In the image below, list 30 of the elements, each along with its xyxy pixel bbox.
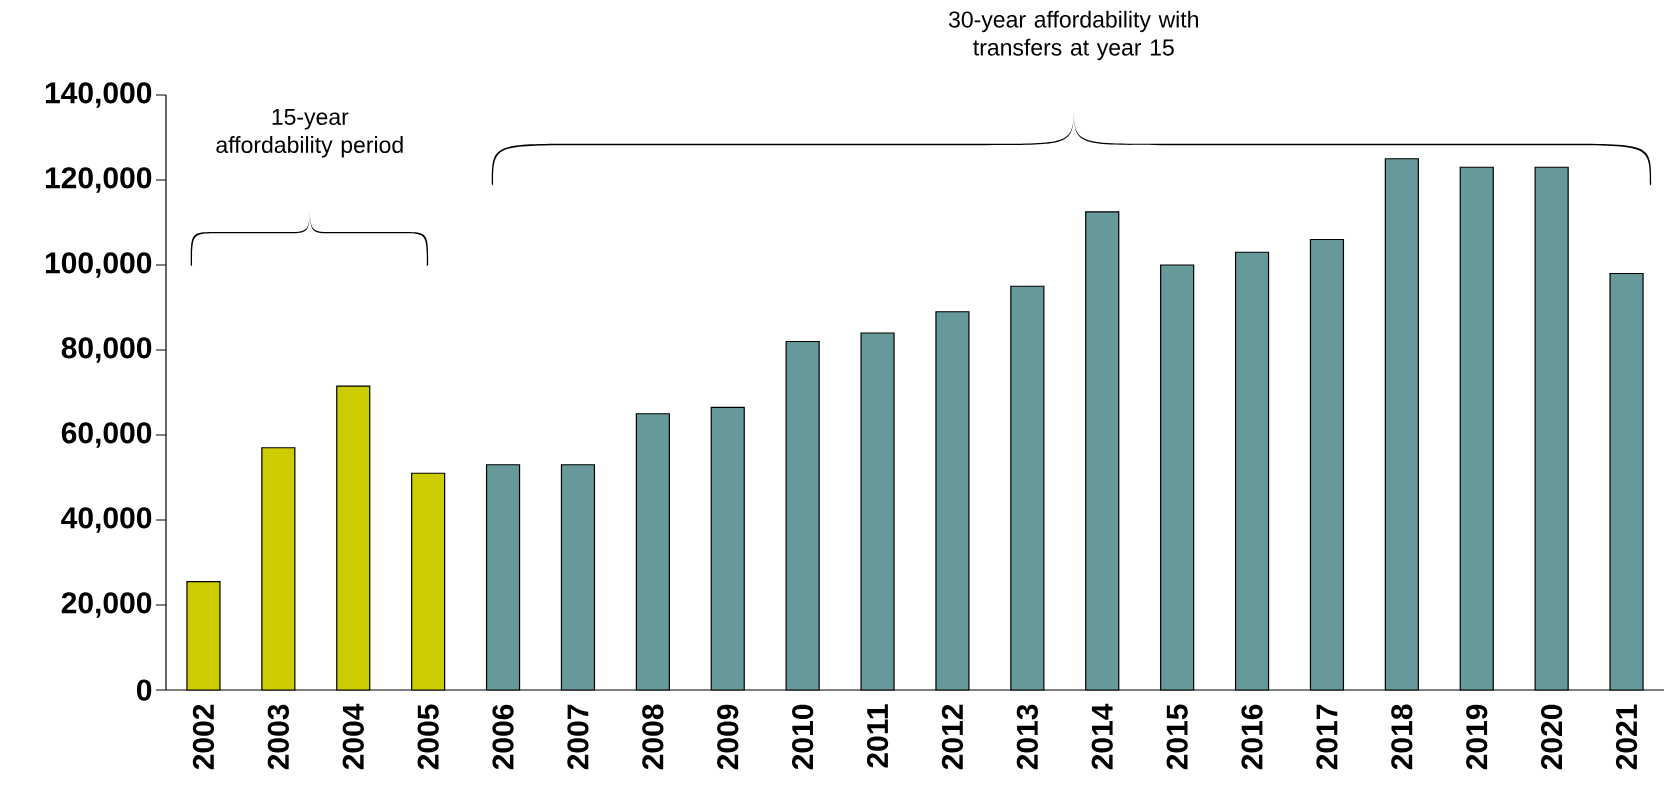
text: 30-year affordability with transfers at year 15	[948, 10, 1198, 61]
x-tick-label: 2020	[1541, 704, 1563, 770]
x-tick-label: 2008	[642, 704, 664, 770]
y-tick-label: 100,000	[45, 252, 152, 278]
x-tick-label: 2015	[1166, 704, 1188, 770]
y-tick-label: 40,000	[61, 507, 152, 533]
x-tick-label: 2004	[342, 703, 364, 770]
y-tick-label: 20,000	[61, 592, 152, 618]
y-tick-label: 0	[136, 679, 152, 701]
y-tick-label: 60,000	[61, 422, 152, 448]
x-tick-label: 2014	[1091, 703, 1113, 770]
x-tick-label: 2017	[1316, 704, 1338, 770]
x-tick-label: 2006	[492, 704, 514, 770]
x-tick-label: 2002	[192, 704, 215, 770]
y-tick-label: 80,000	[61, 337, 152, 363]
x-tick-label: 2012	[941, 704, 964, 770]
x-tick-label: 2007	[567, 704, 589, 770]
x-tick-label: 2018	[1391, 704, 1413, 770]
y-tick-label: 140,000	[45, 82, 152, 108]
x-tick-label: 2003	[267, 704, 289, 770]
y-tick-label: 120,000	[45, 167, 152, 193]
x-tick-label: 2010	[792, 704, 814, 770]
x-tick-label: 2011	[866, 704, 889, 768]
x-tick-label: 2005	[417, 704, 439, 770]
x-tick-label: 2019	[1466, 704, 1488, 770]
x-tick-label: 2021	[1615, 704, 1638, 770]
x-tick-label: 2016	[1241, 704, 1263, 770]
x-tick-label: 2009	[717, 704, 739, 770]
annotation: 15-year affordability period	[216, 108, 403, 158]
x-tick-label: 2013	[1016, 704, 1038, 770]
